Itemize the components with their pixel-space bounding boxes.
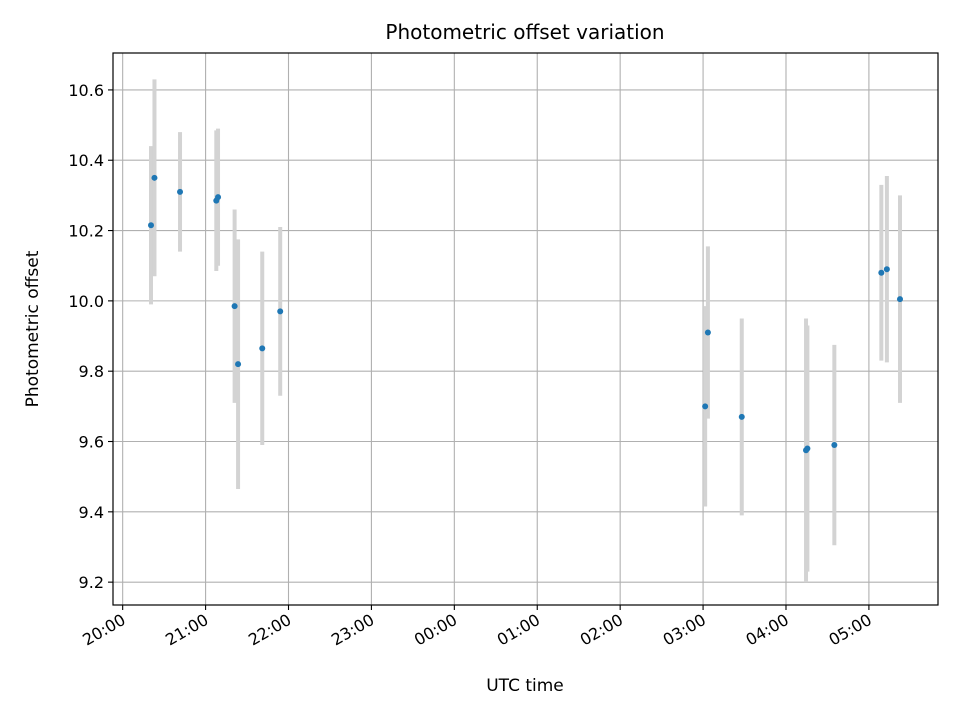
y-tick-label: 9.4 bbox=[79, 503, 104, 522]
chart-title: Photometric offset variation bbox=[385, 20, 664, 44]
data-point bbox=[177, 188, 184, 195]
y-tick-label: 9.2 bbox=[79, 573, 104, 592]
x-tick-label: 04:00 bbox=[743, 610, 792, 650]
data-point bbox=[702, 403, 709, 410]
error-bars bbox=[149, 79, 902, 583]
data-point bbox=[831, 442, 838, 449]
data-point bbox=[259, 345, 266, 352]
data-point bbox=[277, 308, 284, 315]
y-tick-label: 10.6 bbox=[68, 81, 104, 100]
y-axis-ticks: 9.2 9.4 9.6 9.8 10.0 10.2 10.4 10.6 bbox=[68, 81, 113, 592]
x-tick-label: 02:00 bbox=[577, 610, 626, 650]
y-tick-label: 10.0 bbox=[68, 292, 104, 311]
data-point bbox=[215, 194, 222, 201]
y-axis-title: Photometric offset bbox=[23, 250, 43, 407]
data-point bbox=[738, 413, 745, 420]
data-point bbox=[235, 361, 242, 368]
y-tick-label: 9.8 bbox=[79, 362, 104, 381]
data-point bbox=[148, 222, 155, 229]
data-points bbox=[148, 174, 903, 454]
data-point bbox=[883, 266, 890, 273]
x-tick-label: 22:00 bbox=[245, 610, 294, 650]
x-tick-label: 01:00 bbox=[494, 610, 543, 650]
x-axis-title: UTC time bbox=[486, 676, 564, 696]
grid bbox=[113, 53, 938, 605]
x-tick-label: 23:00 bbox=[328, 610, 377, 650]
plot-area-frame bbox=[112, 52, 939, 606]
y-tick-label: 10.4 bbox=[68, 151, 104, 170]
data-point bbox=[151, 174, 158, 181]
y-tick-label: 10.2 bbox=[68, 222, 104, 241]
x-tick-label: 05:00 bbox=[825, 610, 874, 650]
x-axis-ticks: 20:00 21:00 22:00 23:00 00:00 01:00 02:00 03:00… bbox=[79, 605, 875, 650]
data-point bbox=[878, 269, 885, 276]
data-point bbox=[231, 303, 238, 310]
data-point bbox=[704, 329, 711, 336]
y-tick-label: 9.6 bbox=[79, 433, 104, 452]
x-tick-label: 00:00 bbox=[411, 610, 460, 650]
x-tick-label: 03:00 bbox=[660, 610, 709, 650]
data-point bbox=[804, 445, 811, 452]
x-tick-label: 20:00 bbox=[79, 610, 128, 650]
x-tick-label: 21:00 bbox=[162, 610, 211, 650]
data-point bbox=[896, 296, 903, 303]
